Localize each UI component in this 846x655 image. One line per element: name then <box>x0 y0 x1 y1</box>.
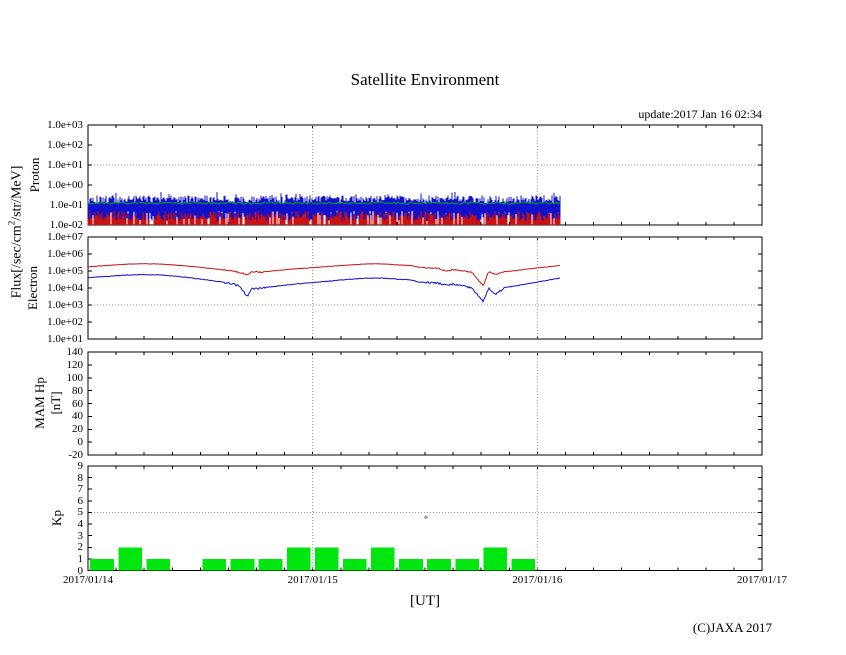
kp-bar <box>427 558 451 571</box>
proton-axis-label: Proton <box>27 157 42 193</box>
proton-high-energy-green <box>87 201 561 205</box>
y-tick-label: 8 <box>77 471 84 484</box>
y-tick-label: 7 <box>77 483 84 496</box>
kp-axis-label: Kp <box>49 510 64 526</box>
mam-hp-panel <box>87 351 763 456</box>
kp-bar <box>371 547 395 571</box>
y-tick-label: 140 <box>66 346 84 358</box>
y-tick-label: 40 <box>72 410 83 423</box>
flux-axis-label-sup: 2 <box>6 220 17 226</box>
kp-bar <box>511 558 536 571</box>
electron-red <box>88 262 561 287</box>
y-tick-label: 0 <box>77 564 84 577</box>
y-tick-label: 1.0e+04 <box>47 282 83 294</box>
kp-bar <box>202 558 227 571</box>
y-tick-label: 1.0e+02 <box>47 139 83 151</box>
y-tick-label: 1.0e+01 <box>47 333 83 345</box>
copyright-text: (C)JAXA 2017 <box>692 620 772 635</box>
x-tick-label: 2017/01/17 <box>736 574 788 586</box>
electron-axis-label: Electron <box>25 265 40 311</box>
y-tick-label: 1.0e+05 <box>47 265 83 277</box>
y-tick-label: 80 <box>72 384 83 397</box>
flux-axis-label-post: /str/MeV] <box>9 165 25 221</box>
kp-bar <box>399 558 423 571</box>
x-tick-label: 2017/01/15 <box>287 574 338 586</box>
y-tick-label: 100 <box>66 371 84 384</box>
kp-point-marker <box>423 515 428 520</box>
y-tick-label: 1.0e+07 <box>47 231 83 243</box>
y-tick-label: 0 <box>77 436 84 449</box>
y-tick-label: 5 <box>77 506 84 519</box>
flux-axis-label-pre: Flux[/sec/cm <box>9 225 25 299</box>
kp-bar <box>230 558 255 571</box>
x-tick-label: 2017/01/14 <box>62 574 114 586</box>
y-tick-label: 20 <box>72 423 83 436</box>
y-tick-label: 1.0e+00 <box>47 179 83 191</box>
y-tick-label: 6 <box>77 494 84 507</box>
kp-bar <box>118 547 142 571</box>
proton-mid-energy-blue <box>87 192 561 221</box>
electron-blue <box>87 273 560 304</box>
x-axis-label: [UT] <box>410 593 440 609</box>
y-tick-label: 3 <box>77 529 84 542</box>
kp-bar <box>146 558 170 571</box>
flux-axis-label: Flux[/sec/cm2/str/MeV] <box>7 166 26 299</box>
electron-panel <box>87 236 763 340</box>
kp-bar <box>455 558 479 571</box>
y-tick-label: 1.0e-01 <box>49 199 83 211</box>
kp-panel <box>87 465 763 571</box>
y-tick-label: 2 <box>77 541 84 554</box>
kp-bar <box>286 547 311 571</box>
page-title: Satellite Environment <box>350 70 500 89</box>
kp-bar <box>90 558 114 571</box>
x-tick-label: 2017/01/16 <box>512 574 563 586</box>
mam-hp-unit-label: [nT] <box>48 391 63 415</box>
mam-hp-axis-label: MAM Hp <box>32 377 47 429</box>
y-tick-label: 1.0e+01 <box>47 159 83 171</box>
y-tick-label: 120 <box>66 358 84 371</box>
kp-bar <box>343 558 367 571</box>
y-tick-label: 4 <box>77 518 84 531</box>
y-tick-label: 1.0e+03 <box>47 299 83 311</box>
y-tick-label: 60 <box>72 397 83 410</box>
kp-bar <box>258 558 283 571</box>
y-tick-label: 1 <box>77 552 84 565</box>
y-tick-label: 1.0e-02 <box>49 219 83 231</box>
proton-panel <box>87 124 763 226</box>
y-tick-label: -20 <box>68 449 83 461</box>
update-timestamp: update:2017 Jan 16 02:34 <box>638 107 762 121</box>
y-tick-label: 1.0e+03 <box>47 119 83 131</box>
y-tick-label: 1.0e+06 <box>47 248 83 260</box>
y-tick-label: 9 <box>77 460 84 472</box>
kp-bar <box>483 547 507 571</box>
y-tick-label: 1.0e+02 <box>47 316 83 328</box>
kp-bar <box>314 547 339 571</box>
